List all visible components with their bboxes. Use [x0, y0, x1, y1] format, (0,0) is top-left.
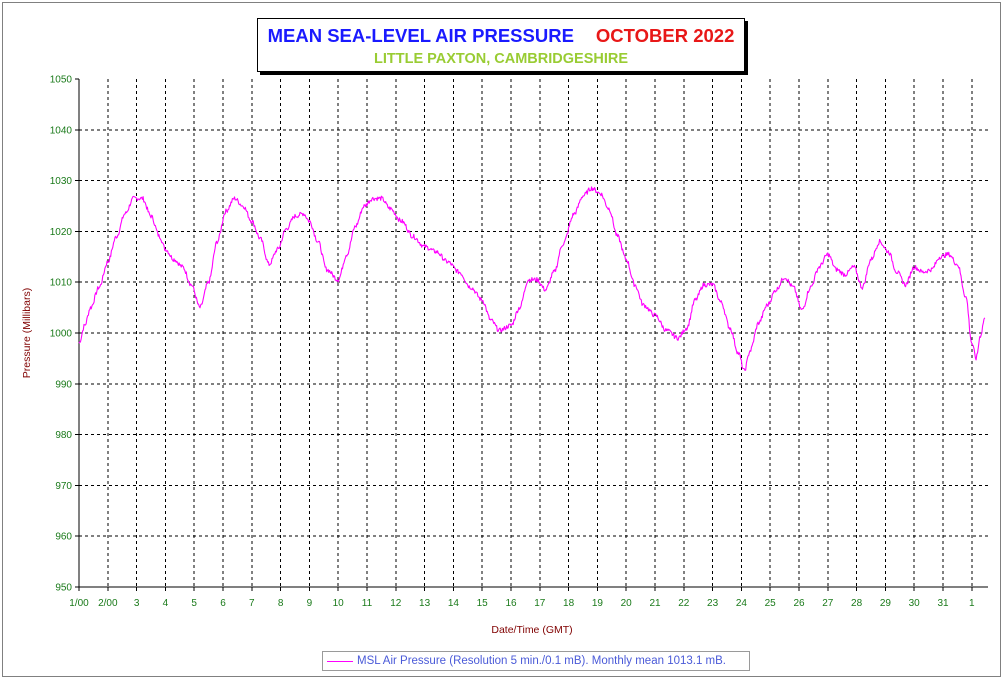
x-tick-label-12: 12 [390, 598, 402, 609]
x-tick-label-6: 6 [220, 598, 226, 609]
y-tick-label-1010: 1010 [50, 278, 73, 289]
x-tick-label-18: 18 [563, 598, 575, 609]
x-tick-label-10: 10 [333, 598, 345, 609]
title-line: MEAN SEA-LEVEL AIR PRESSURE OCTOBER 2022 [258, 25, 744, 47]
y-tick-label-1040: 1040 [50, 125, 73, 136]
x-tick-label-32: 1 [969, 598, 975, 609]
plot-area-background [79, 79, 988, 587]
y-tick-label-1000: 1000 [50, 329, 73, 340]
x-tick-label-30: 30 [909, 598, 921, 609]
x-tick-label-27: 27 [822, 598, 834, 609]
x-tick-label-24: 24 [736, 598, 748, 609]
x-tick-label-7: 7 [249, 598, 255, 609]
y-tick-label-980: 980 [55, 430, 72, 441]
chart-title-month: OCTOBER 2022 [595, 25, 735, 46]
x-tick-label-5: 5 [191, 598, 197, 609]
x-tick-label-16: 16 [505, 598, 517, 609]
x-tick-label-29: 29 [880, 598, 892, 609]
y-tick-label-960: 960 [55, 532, 72, 543]
y-tick-label-970: 970 [55, 481, 72, 492]
x-tick-label-31: 31 [937, 598, 949, 609]
x-tick-label-11: 11 [362, 598, 373, 609]
y-tick-labels: 950 960 970 980 990 1000 1010 1020 1030 1040 1050 [50, 75, 73, 594]
x-tick-label-26: 26 [793, 598, 805, 609]
y-tick-label-1030: 1030 [50, 176, 73, 187]
x-tick-labels: 1/00 2/00 3 4 5 6 7 8 9 10 11 12 13 14 15 16 17 18 19 20 21 2… [69, 598, 975, 609]
x-tick-label-15: 15 [477, 598, 489, 609]
x-tick-label-4: 4 [163, 598, 169, 609]
legend-label: MSL Air Pressure (Resolution 5 min./0.1 … [357, 655, 727, 667]
x-axis-title: Date/Time (GMT) [491, 624, 573, 636]
y-tick-label-950: 950 [55, 583, 72, 594]
chart-title: MEAN SEA-LEVEL AIR PRESSURE [267, 25, 574, 46]
y-tick-label-1050: 1050 [50, 75, 73, 86]
x-tick-label-28: 28 [851, 598, 863, 609]
x-tick-label-14: 14 [448, 598, 460, 609]
x-tick-label-2: 2/00 [98, 598, 118, 609]
x-tick-label-17: 17 [534, 598, 546, 609]
series-line-0 [78, 186, 986, 371]
x-tick-label-1: 1/00 [69, 598, 89, 609]
grid [79, 79, 988, 587]
chart-subtitle: LITTLE PAXTON, CAMBRIDGESHIRE [373, 51, 629, 67]
title-box: MEAN SEA-LEVEL AIR PRESSURE OCTOBER 2022 … [257, 18, 745, 72]
x-tick-label-13: 13 [419, 598, 431, 609]
x-tick-label-25: 25 [765, 598, 777, 609]
x-tick-label-3: 3 [134, 598, 140, 609]
x-tick-label-22: 22 [678, 598, 690, 609]
y-tick-label-990: 990 [55, 379, 72, 390]
axes [75, 78, 988, 591]
y-axis-title: Pressure (Millibars) [21, 287, 33, 379]
x-tick-label-20: 20 [621, 598, 633, 609]
x-tick-label-8: 8 [278, 598, 284, 609]
series-layer [78, 186, 986, 371]
x-tick-label-23: 23 [707, 598, 719, 609]
x-tick-label-19: 19 [592, 598, 604, 609]
x-tick-label-9: 9 [307, 598, 313, 609]
legend-swatch [327, 660, 353, 662]
y-tick-label-1020: 1020 [50, 227, 73, 238]
legend: MSL Air Pressure (Resolution 5 min./0.1 … [322, 651, 750, 671]
x-tick-label-21: 21 [649, 598, 661, 609]
